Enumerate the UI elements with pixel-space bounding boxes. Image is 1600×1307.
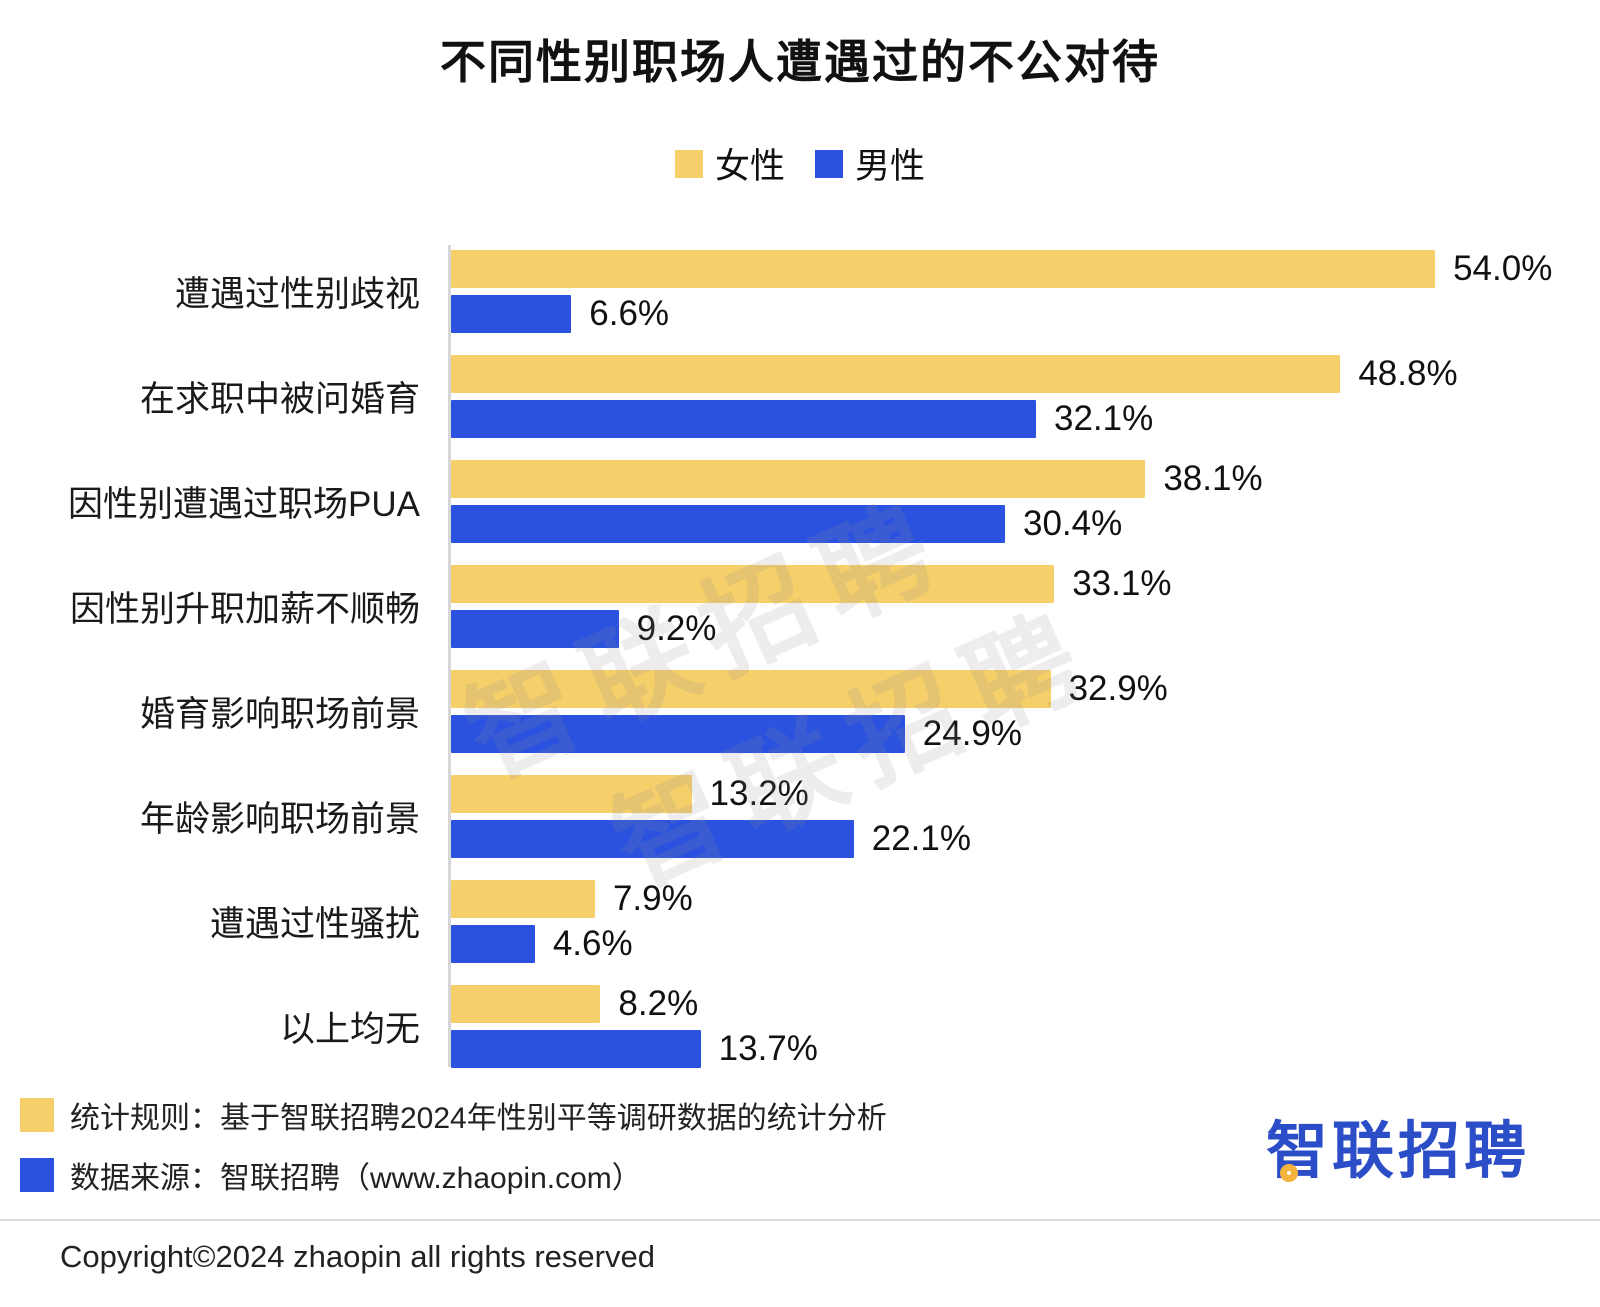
zhaopin-logo: 智联招聘 [1266,1100,1570,1190]
bar-chart: 智联招聘 智联招聘 遭遇过性别歧视 54.0% 6.6% 在求职中被问婚育 48.8% 3… [0,245,1600,1073]
bar-line-male: 13.7% [451,1028,1590,1070]
category-label: 因性别遭遇过职场PUA [68,485,420,524]
legend-label-male: 男性 [855,147,926,186]
value-label: 22.1% [871,819,971,858]
value-label: 54.0% [1453,249,1553,288]
category-label: 遭遇过性别歧视 [174,275,420,314]
bar-line-female: 32.9% [451,668,1590,710]
category-label: 婚育影响职场前景 [139,695,420,734]
value-label: 6.6% [589,294,670,333]
bar-male[interactable] [451,400,1036,438]
bar-group: 54.0% 6.6% [434,245,1590,338]
chart-row: 因性别升职加薪不顺畅 33.1% 9.2% [0,560,1590,653]
bar-female[interactable] [451,250,1436,288]
bar-female[interactable] [451,460,1146,498]
bar-group: 38.1% 30.4% [434,455,1590,548]
bar-group: 13.2% 22.1% [434,770,1590,863]
value-label: 33.1% [1072,564,1172,603]
value-label: 13.7% [718,1029,818,1068]
chart-legend: 女性 男性 [0,138,1600,189]
page-title: 不同性别职场人遭遇过的不公对待 [440,36,1160,88]
bar-line-male: 9.2% [451,608,1590,650]
bar-male[interactable] [451,820,854,858]
chart-row: 因性别遭遇过职场PUA 38.1% 30.4% [0,455,1590,548]
chart-rows: 遭遇过性别歧视 54.0% 6.6% 在求职中被问婚育 48.8% 32.1% 因性别遭遇过… [0,245,1590,1073]
legend-item-female: 女性 [674,138,785,189]
bar-group: 32.9% 24.9% [434,665,1590,758]
bar-male[interactable] [451,715,905,753]
note-swatch-blue [20,1158,54,1192]
chart-row: 遭遇过性别歧视 54.0% 6.6% [0,245,1590,338]
note-statistics-rule-text: 统计规则：基于智联招聘2024年性别平等调研数据的统计分析 [70,1102,887,1135]
value-label: 4.6% [552,924,633,963]
chart-row: 遭遇过性骚扰 7.9% 4.6% [0,875,1590,968]
bar-male[interactable] [451,610,619,648]
legend-item-male: 男性 [815,138,925,189]
bar-group: 8.2% 13.7% [434,980,1590,1073]
note-data-source: 数据来源：智联招聘（www.zhaopin.com） [20,1153,887,1197]
value-label: 9.2% [636,609,717,648]
copyright-text: Copyright©2024 zhaopin all rights reserv… [60,1239,655,1274]
bar-line-male: 22.1% [451,818,1590,860]
category-label: 年龄影响职场前景 [139,800,420,839]
category-label: 在求职中被问婚育 [139,380,420,419]
bar-group: 33.1% 9.2% [434,560,1590,653]
bar-line-female: 33.1% [451,563,1590,605]
bar-line-male: 30.4% [451,503,1590,545]
bar-line-female: 54.0% [451,248,1590,290]
value-label: 7.9% [612,879,693,918]
value-label: 30.4% [1023,504,1123,543]
bar-female[interactable] [451,565,1055,603]
bar-group: 48.8% 32.1% [434,350,1590,443]
chart-row: 在求职中被问婚育 48.8% 32.1% [0,350,1590,443]
note-statistics-rule: 统计规则：基于智联招聘2024年性别平等调研数据的统计分析 [20,1093,887,1137]
value-label: 48.8% [1358,354,1458,393]
category-label: 以上均无 [279,1010,420,1049]
bar-female[interactable] [451,985,601,1023]
category-label: 遭遇过性骚扰 [209,905,420,944]
value-label: 13.2% [709,774,809,813]
legend-label-female: 女性 [714,147,785,186]
value-label: 24.9% [922,714,1023,753]
legend-swatch-male [815,149,843,178]
bar-line-male: 24.9% [451,713,1590,755]
footer-notes: 统计规则：基于智联招聘2024年性别平等调研数据的统计分析 数据来源：智联招聘（… [20,1093,887,1197]
y-axis-line [448,245,451,1067]
bar-group: 7.9% 4.6% [434,875,1590,968]
footer: 统计规则：基于智联招聘2024年性别平等调研数据的统计分析 数据来源：智联招聘（… [0,1093,1600,1197]
bar-male[interactable] [451,505,1005,543]
category-label: 因性别升职加薪不顺畅 [69,590,420,629]
bar-line-female: 38.1% [451,458,1590,500]
bar-female[interactable] [451,355,1341,393]
value-label: 32.9% [1068,669,1168,708]
bar-line-male: 4.6% [451,923,1590,965]
note-data-source-text: 数据来源：智联招聘（www.zhaopin.com） [70,1162,642,1195]
bar-male[interactable] [451,295,572,333]
zhaopin-logo-text: 智联招聘 [1265,1117,1530,1186]
bar-line-male: 32.1% [451,398,1590,440]
bar-line-female: 48.8% [451,353,1590,395]
chart-row: 年龄影响职场前景 13.2% 22.1% [0,770,1590,863]
chart-row: 婚育影响职场前景 32.9% 24.9% [0,665,1590,758]
bar-line-female: 7.9% [451,878,1590,920]
value-label: 38.1% [1163,459,1263,498]
bar-male[interactable] [451,925,535,963]
legend-swatch-female [674,149,703,178]
bar-female[interactable] [451,880,595,918]
value-label: 32.1% [1053,399,1154,438]
bar-line-male: 6.6% [451,293,1590,335]
note-swatch-yellow [20,1098,54,1132]
bar-female[interactable] [451,670,1051,708]
logo-ring-icon [1279,1164,1298,1182]
chart-row: 以上均无 8.2% 13.7% [0,980,1590,1073]
bar-female[interactable] [451,775,692,813]
bar-line-female: 13.2% [451,773,1590,815]
bar-line-female: 8.2% [451,983,1590,1025]
value-label: 8.2% [618,984,699,1023]
bar-male[interactable] [451,1030,701,1068]
footer-divider [0,1219,1600,1221]
